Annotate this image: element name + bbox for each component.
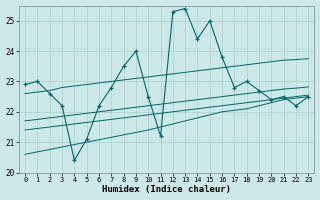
X-axis label: Humidex (Indice chaleur): Humidex (Indice chaleur) [102,185,231,194]
